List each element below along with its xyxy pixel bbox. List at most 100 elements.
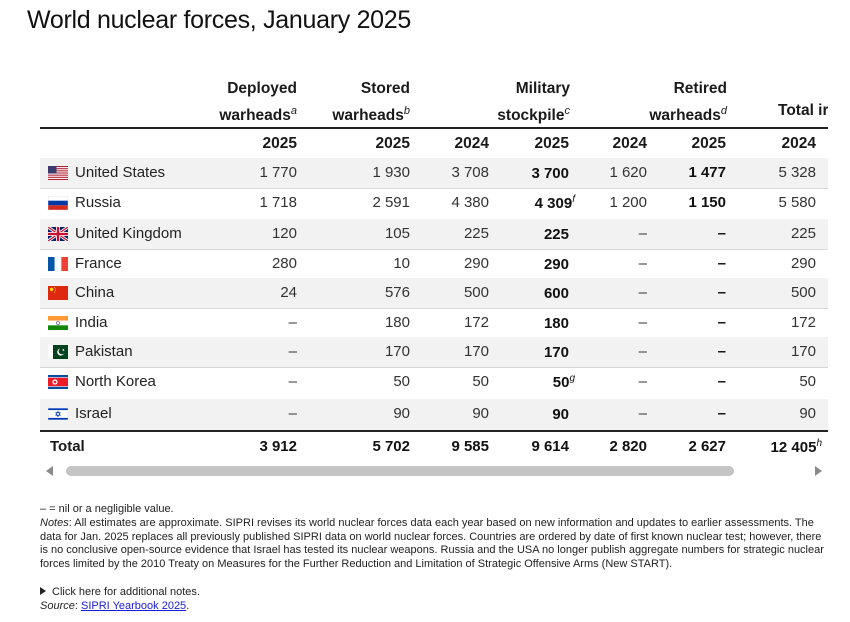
military-2024: 90 bbox=[472, 405, 489, 422]
source-line: Source: SIPRI Yearbook 2025. bbox=[40, 599, 190, 612]
year-retired-2025: 2025 bbox=[691, 135, 726, 152]
table-row: France 280 10 290 290 – – 290 bbox=[40, 249, 828, 279]
retired-2025: – bbox=[717, 284, 726, 301]
military-2025: 290 bbox=[543, 256, 569, 273]
total-inventory-2024: 12 405h bbox=[770, 438, 822, 456]
france-flag-icon bbox=[48, 257, 68, 271]
table-row: China 24 576 500 600 – – 500 bbox=[40, 278, 828, 309]
country-name: India bbox=[75, 314, 108, 331]
year-deployed-2025: 2025 bbox=[262, 135, 297, 152]
country-name: United Kingdom bbox=[75, 225, 182, 242]
military-2025: 225 bbox=[543, 226, 569, 243]
uk-flag-icon bbox=[48, 227, 68, 241]
scroll-right-arrow-icon[interactable] bbox=[815, 466, 822, 476]
total-deployed: 3 912 bbox=[259, 438, 297, 455]
retired-2025: – bbox=[717, 373, 726, 390]
nuclear-forces-table: Deployed warheadsa Stored warheadsb Mili… bbox=[40, 68, 828, 464]
us-flag-icon bbox=[48, 166, 68, 180]
total-retired-2024: 2 820 bbox=[609, 438, 647, 455]
scroll-left-arrow-icon[interactable] bbox=[46, 466, 53, 476]
deployed-2025: 120 bbox=[271, 225, 297, 242]
scrollbar-thumb[interactable] bbox=[66, 466, 734, 476]
deployed-2025: – bbox=[288, 314, 297, 331]
additional-notes-toggle[interactable]: Click here for additional notes. bbox=[40, 586, 830, 600]
military-2025: 50g bbox=[552, 373, 575, 391]
table-notes: – = nil or a negligible value. Notes: Al… bbox=[40, 503, 830, 614]
country-name: France bbox=[75, 255, 122, 272]
military-2024: 500 bbox=[463, 284, 489, 301]
military-2025: 600 bbox=[543, 285, 569, 302]
pakistan-flag-icon bbox=[48, 345, 68, 359]
year-total-2024: 2024 bbox=[781, 135, 816, 152]
total-inventory-2024: 50 bbox=[799, 373, 816, 390]
retired-2024: 1 200 bbox=[609, 194, 647, 211]
horizontal-scrollbar[interactable] bbox=[46, 465, 822, 477]
total-stored: 5 702 bbox=[372, 438, 410, 455]
total-inventory-2024: 5 328 bbox=[778, 164, 816, 181]
total-row: Total 3 912 5 702 9 585 9 614 2 820 2 62… bbox=[40, 432, 828, 462]
military-2025: 180 bbox=[543, 315, 569, 332]
deployed-2025: – bbox=[288, 373, 297, 390]
stored-2025: 10 bbox=[393, 255, 410, 272]
stored-2025: 105 bbox=[384, 225, 410, 242]
header-stored: Stored warheadsb bbox=[332, 80, 410, 125]
military-2025: 4 309f bbox=[534, 194, 575, 212]
deployed-2025: 24 bbox=[280, 284, 297, 301]
military-2024: 225 bbox=[463, 225, 489, 242]
table-row: Israel – 90 90 90 – – 90 bbox=[40, 399, 828, 431]
table-row: Pakistan – 170 170 170 – – 170 bbox=[40, 337, 828, 368]
retired-2024: – bbox=[638, 225, 647, 242]
deployed-2025: 280 bbox=[271, 255, 297, 272]
total-inventory-2024: 170 bbox=[790, 343, 816, 360]
stored-2025: 1 930 bbox=[372, 164, 410, 181]
year-header-row: 2025 2025 2024 2025 2024 2025 2024 bbox=[40, 129, 828, 159]
stored-2025: 180 bbox=[384, 314, 410, 331]
country-name: China bbox=[75, 284, 115, 301]
retired-2024: – bbox=[638, 343, 647, 360]
table-row: India – 180 172 180 – – 172 bbox=[40, 308, 828, 338]
total-inventory-2024: 500 bbox=[790, 284, 816, 301]
retired-2025: 1 150 bbox=[688, 194, 726, 211]
military-2024: 4 380 bbox=[451, 194, 489, 211]
year-stored-2025: 2025 bbox=[375, 135, 410, 152]
country-name: North Korea bbox=[75, 373, 156, 390]
country-name: Israel bbox=[75, 405, 112, 422]
total-inventory-2024: 225 bbox=[790, 225, 816, 242]
stored-2025: 2 591 bbox=[372, 194, 410, 211]
military-2024: 3 708 bbox=[451, 164, 489, 181]
notes-paragraph: Notes: All estimates are approximate. SI… bbox=[40, 516, 824, 571]
india-flag-icon bbox=[48, 316, 68, 330]
total-military-2024: 9 585 bbox=[451, 438, 489, 455]
retired-2025: – bbox=[717, 343, 726, 360]
stored-2025: 170 bbox=[384, 343, 410, 360]
stored-2025: 50 bbox=[393, 373, 410, 390]
year-retired-2024: 2024 bbox=[612, 135, 647, 152]
total-inventory-2024: 90 bbox=[799, 405, 816, 422]
table-row: Russia 1 718 2 591 4 380 4 309f 1 200 1 150 5 5… bbox=[40, 188, 828, 220]
country-name: Pakistan bbox=[75, 343, 133, 360]
china-flag-icon bbox=[48, 286, 68, 300]
header-retired: Retired warheadsd bbox=[649, 80, 727, 125]
military-2024: 290 bbox=[463, 255, 489, 272]
retired-2024: – bbox=[638, 405, 647, 422]
total-military-2025: 9 614 bbox=[531, 438, 569, 455]
retired-2024: 1 620 bbox=[609, 164, 647, 181]
deployed-2025: 1 718 bbox=[259, 194, 297, 211]
year-military-2024: 2024 bbox=[454, 135, 489, 152]
total-retired-2025: 2 627 bbox=[688, 438, 726, 455]
header-rule bbox=[40, 127, 828, 129]
retired-2024: – bbox=[638, 314, 647, 331]
retired-2025: – bbox=[717, 314, 726, 331]
retired-2025: – bbox=[717, 405, 726, 422]
military-2024: 170 bbox=[463, 343, 489, 360]
year-military-2025: 2025 bbox=[534, 135, 569, 152]
source-link[interactable]: SIPRI Yearbook 2025 bbox=[80, 599, 187, 612]
deployed-2025: – bbox=[288, 405, 297, 422]
deployed-2025: – bbox=[288, 343, 297, 360]
military-2024: 172 bbox=[463, 314, 489, 331]
total-label: Total bbox=[50, 438, 85, 455]
retired-2024: – bbox=[638, 373, 647, 390]
total-inventory-2024: 172 bbox=[790, 314, 816, 331]
retired-2024: – bbox=[638, 255, 647, 272]
russia-flag-icon bbox=[48, 196, 68, 210]
